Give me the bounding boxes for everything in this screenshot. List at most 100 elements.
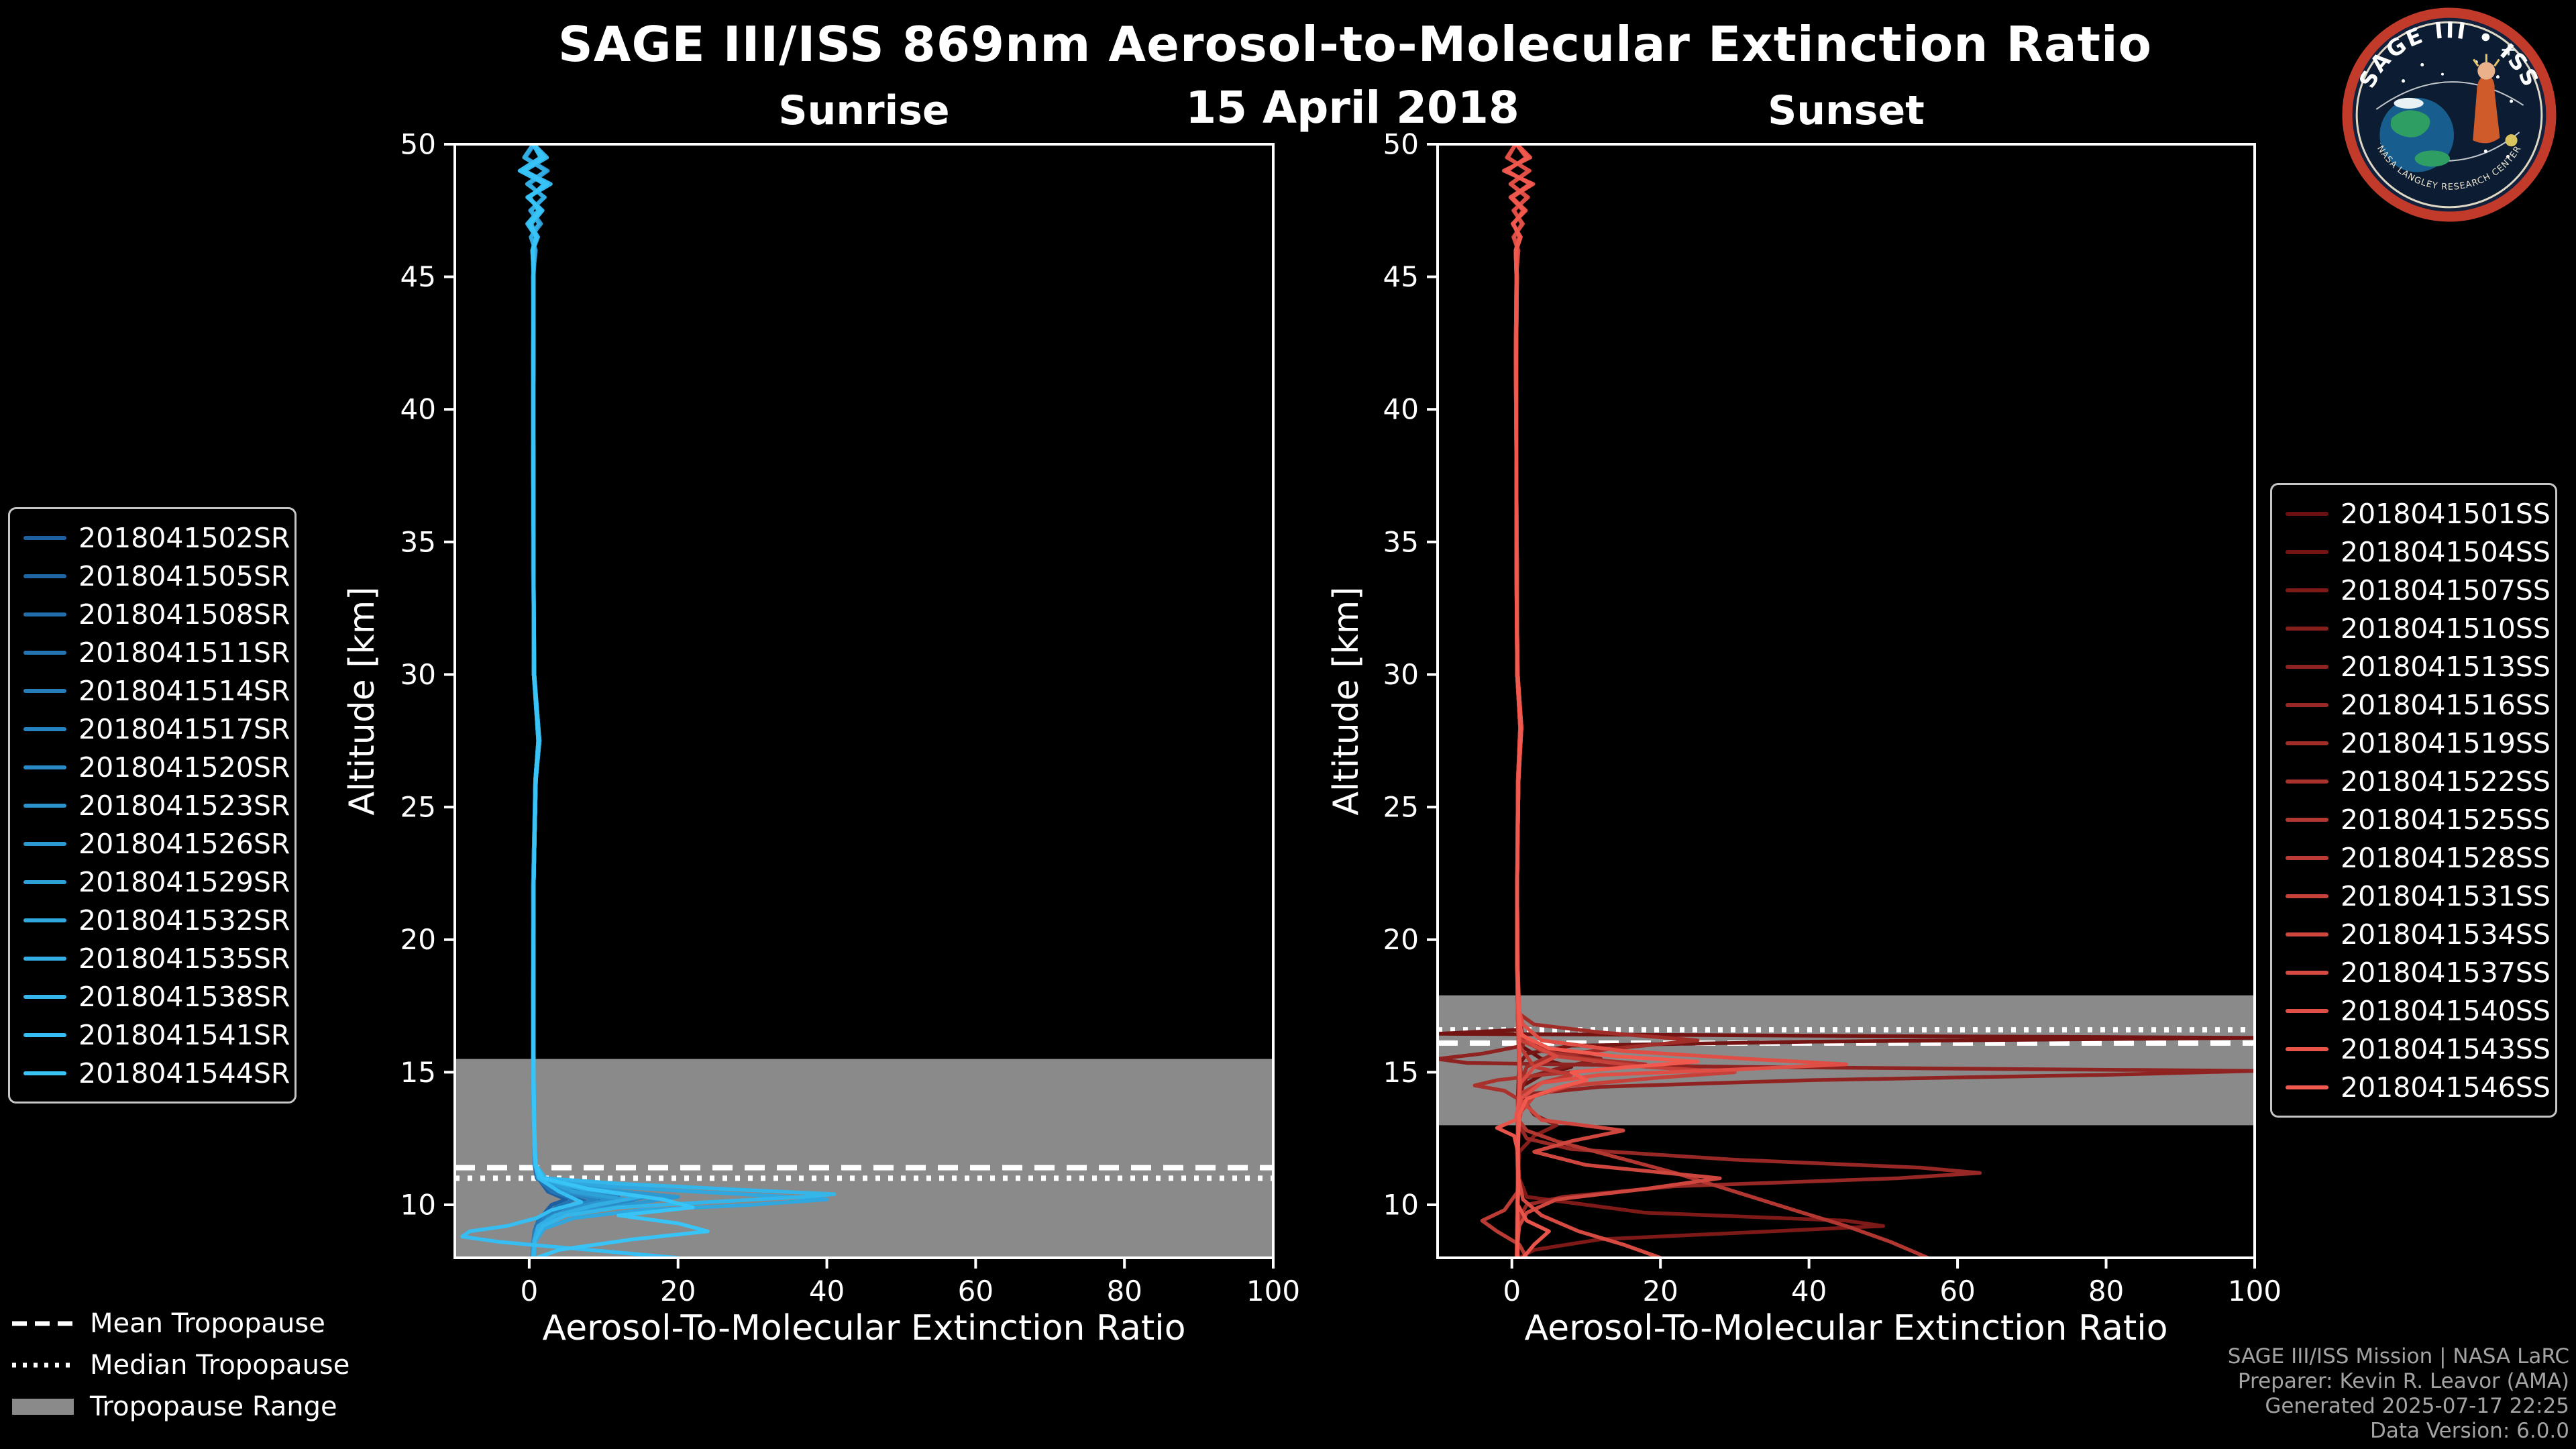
legend-line-swatch <box>23 688 66 693</box>
legend-item: 2018041514SR <box>10 672 294 710</box>
y-tick-label: 30 <box>400 658 436 691</box>
legend-item-label: 2018041540SS <box>2341 994 2551 1027</box>
y-tick-label: 45 <box>1383 260 1419 293</box>
sunset-plot: 0 20 40 60 80 100 10 15 20 25 30 35 40 45 50 <box>1383 128 2282 1308</box>
legend-item-label: 2018041514SR <box>78 674 290 707</box>
legend-item: 2018041544SR <box>10 1054 294 1092</box>
legend-line-swatch <box>2286 588 2328 592</box>
x-tick-label: 100 <box>2228 1275 2282 1307</box>
legend-item: 2018041510SS <box>2272 609 2555 647</box>
legend-item-label: 2018041532SR <box>78 904 290 936</box>
legend-item-label: 2018041529SR <box>78 865 290 898</box>
legend-item-label: 2018041517SR <box>78 712 290 745</box>
legend-line-swatch <box>23 918 66 922</box>
legend-item: 2018041543SS <box>2272 1030 2555 1068</box>
sun-figure-graphic <box>2472 54 2500 144</box>
y-tick-label: 50 <box>1383 128 1419 161</box>
legend-item-label: 2018041511SR <box>78 636 290 669</box>
legend-item-label: 2018041531SS <box>2341 879 2551 912</box>
y-tick-label: 40 <box>1383 393 1419 426</box>
y-axis-label-sunset: Altitude [km] <box>1326 586 1366 816</box>
panel-title-sunrise: Sunrise <box>778 87 950 134</box>
legend-line-swatch <box>23 803 66 808</box>
legend-line-swatch <box>23 879 66 884</box>
legend-line-swatch <box>2286 932 2328 936</box>
y-tick-label: 10 <box>400 1188 436 1221</box>
legend-item: 2018041502SR <box>10 519 294 557</box>
tropopause-range-label: Tropopause Range <box>90 1391 337 1422</box>
legend-line-swatch <box>23 1032 66 1037</box>
x-axis-label-sunset: Aerosol-To-Molecular Extinction Ratio <box>1524 1308 2168 1348</box>
legend-line-swatch <box>23 535 66 540</box>
y-axis-label-sunrise: Altitude [km] <box>342 586 382 816</box>
tropopause-range-band <box>1438 995 2255 1126</box>
legend-item: 2018041528SS <box>2272 839 2555 877</box>
legend-line-swatch <box>23 612 66 616</box>
legend-line-swatch <box>2286 1046 2328 1051</box>
legend-item-label: 2018041537SS <box>2341 956 2551 989</box>
legend-item: 2018041541SR <box>10 1016 294 1054</box>
tropopause-range-band <box>455 1059 1273 1258</box>
x-axis-label-sunrise: Aerosol-To-Molecular Extinction Ratio <box>542 1308 1186 1348</box>
credits-preparer: Preparer: Kevin R. Leavor (AMA) <box>2237 1369 2569 1393</box>
legend-item: 2018041529SR <box>10 863 294 901</box>
y-tick-label: 10 <box>1383 1188 1419 1221</box>
y-tick-label: 25 <box>400 791 436 824</box>
x-tick-label: 60 <box>1939 1275 1975 1307</box>
x-tick-label: 0 <box>1503 1275 1521 1307</box>
legend-item-label: 2018041507SS <box>2341 574 2551 606</box>
legend-item-label: 2018041523SR <box>78 789 290 822</box>
legend-item: 2018041532SR <box>10 901 294 939</box>
legend-item-label: 2018041541SR <box>78 1018 290 1051</box>
legend-item: 2018041537SS <box>2272 953 2555 991</box>
legend-item: 2018041522SS <box>2272 762 2555 800</box>
legend-item: 2018041505SR <box>10 557 294 595</box>
median-tropopause-label: Median Tropopause <box>90 1350 350 1381</box>
y-tick-label: 45 <box>400 260 436 293</box>
y-tick-label: 35 <box>400 525 436 558</box>
legend-item: 2018041523SR <box>10 786 294 824</box>
legend-item: 2018041535SR <box>10 939 294 977</box>
axes-frame <box>453 143 1275 1259</box>
legend-item: 2018041511SR <box>10 633 294 672</box>
sage-iii-iss-logo: SAGE III • ISS NASA LANGLEY RESEARCH CEN… <box>2341 7 2557 223</box>
legend-item-label: 2018041522SS <box>2341 765 2551 798</box>
legend-line-swatch <box>2286 817 2328 822</box>
y-tick-label: 15 <box>400 1056 436 1089</box>
legend-line-swatch <box>2286 702 2328 707</box>
legend-item-label: 2018041505SR <box>78 559 290 592</box>
y-tick-label: 50 <box>400 128 436 161</box>
legend-item: 2018041520SR <box>10 748 294 786</box>
legend-item-label: 2018041538SR <box>78 980 290 1013</box>
legend-item-label: 2018041526SR <box>78 827 290 860</box>
mean-tropopause-line-sample <box>12 1321 74 1326</box>
legend-line-swatch <box>2286 779 2328 784</box>
panel-title-sunset: Sunset <box>1768 87 1925 134</box>
legend-item-label: 2018041534SS <box>2341 918 2551 951</box>
legend-item: 2018041526SR <box>10 824 294 863</box>
legend-item-label: 2018041513SS <box>2341 650 2551 683</box>
legend-item-label: 2018041504SS <box>2341 535 2551 568</box>
credits-block: SAGE III/ISS Mission | NASA LaRC Prepare… <box>2228 1344 2569 1444</box>
x-tick-label: 100 <box>1246 1275 1300 1307</box>
legend-item: 2018041534SS <box>2272 915 2555 953</box>
legend-item-label: 2018041543SS <box>2341 1032 2551 1065</box>
y-tick-label: 40 <box>400 393 436 426</box>
median-tropopause-legend-item: Median Tropopause <box>11 1348 350 1382</box>
legend-item-label: 2018041508SR <box>78 598 290 631</box>
x-tick-label: 20 <box>1642 1275 1678 1307</box>
legend-line-swatch <box>2286 894 2328 898</box>
legend-line-swatch <box>2286 741 2328 745</box>
y-tick-label: 20 <box>400 923 436 956</box>
profile-line <box>521 144 710 1258</box>
x-tick-label: 80 <box>2088 1275 2124 1307</box>
y-tick-label: 30 <box>1383 658 1419 691</box>
legend-item-label: 2018041535SR <box>78 942 290 975</box>
legend-line-swatch <box>2286 549 2328 554</box>
profile-line <box>1504 144 1700 1258</box>
legend-item-label: 2018041519SS <box>2341 727 2551 759</box>
legend-item-label: 2018041528SS <box>2341 841 2551 874</box>
x-tick-label: 0 <box>521 1275 539 1307</box>
mean-tropopause-label: Mean Tropopause <box>90 1308 325 1339</box>
legend-item: 2018041525SS <box>2272 800 2555 839</box>
